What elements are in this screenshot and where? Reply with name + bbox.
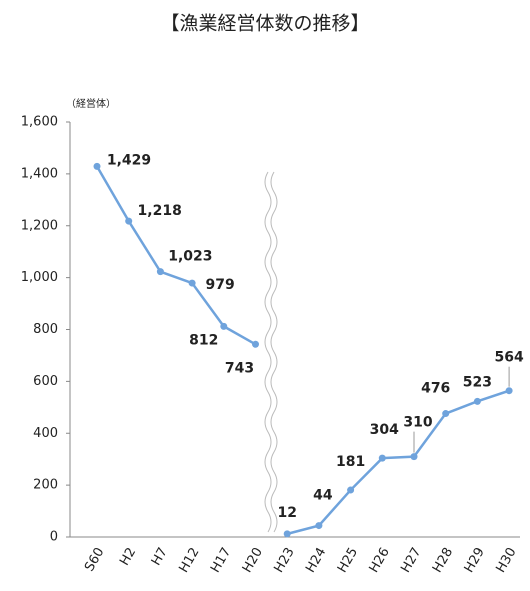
marker [252, 340, 259, 348]
value-label: 523 [463, 374, 492, 390]
value-label: 476 [421, 381, 450, 397]
line [95, 165, 257, 346]
x-tick-label: H12 [176, 545, 202, 575]
x-tick-label: H20 [240, 545, 266, 575]
value-label: 1,023 [168, 249, 212, 265]
chart-title: 【漁業経営体数の推移】 [160, 13, 369, 35]
x-tick-label: H2 [117, 545, 139, 568]
x-tick-label: H17 [208, 545, 234, 575]
value-label: 310 [403, 415, 432, 431]
marker [378, 454, 386, 462]
y-tick-label: 1,600 [21, 115, 58, 130]
y-tick-label: 0 [50, 530, 58, 545]
x-tick-label: H24 [303, 545, 329, 575]
y-tick-label: 1,200 [21, 218, 58, 233]
y-tick-label: 800 [33, 322, 58, 337]
value-label: 1,429 [107, 152, 151, 168]
value-label: 564 [494, 350, 523, 366]
marker [410, 453, 418, 461]
y-tick-label: 600 [33, 374, 58, 389]
y-tick-label: 400 [33, 426, 58, 441]
line [286, 389, 510, 536]
marker [220, 322, 228, 330]
value-label: 44 [313, 488, 333, 504]
marker [505, 387, 513, 395]
marker [283, 530, 291, 538]
marker [156, 268, 164, 276]
value-label: 304 [370, 422, 399, 438]
marker [188, 279, 196, 287]
x-tick-label: H7 [149, 545, 171, 568]
y-tick-label: 1,000 [21, 270, 58, 285]
marker [93, 162, 101, 170]
marker [315, 522, 323, 530]
value-label: 812 [189, 332, 218, 348]
marker [442, 410, 450, 418]
value-label: 1,218 [138, 203, 182, 219]
value-label: 979 [205, 277, 234, 293]
axis-break [264, 171, 278, 533]
value-label: 181 [336, 454, 365, 470]
x-tick-label: H25 [335, 545, 361, 575]
x-tick-label: S60 [82, 545, 107, 574]
value-label: 743 [225, 360, 254, 376]
x-tick-label: H27 [398, 545, 424, 575]
x-tick-label: H29 [462, 545, 488, 575]
y-tick-label: 1,400 [21, 166, 58, 181]
marker [473, 397, 481, 405]
x-tick-label: H30 [493, 545, 519, 575]
x-tick-label: H23 [272, 545, 298, 575]
x-tick-label: H26 [367, 545, 393, 575]
y-unit: （経営体） [66, 97, 116, 110]
x-tick-label: H28 [430, 545, 456, 575]
marker [347, 486, 355, 494]
y-tick-label: 200 [33, 478, 58, 493]
marker [125, 217, 133, 225]
value-label: 12 [277, 505, 296, 521]
